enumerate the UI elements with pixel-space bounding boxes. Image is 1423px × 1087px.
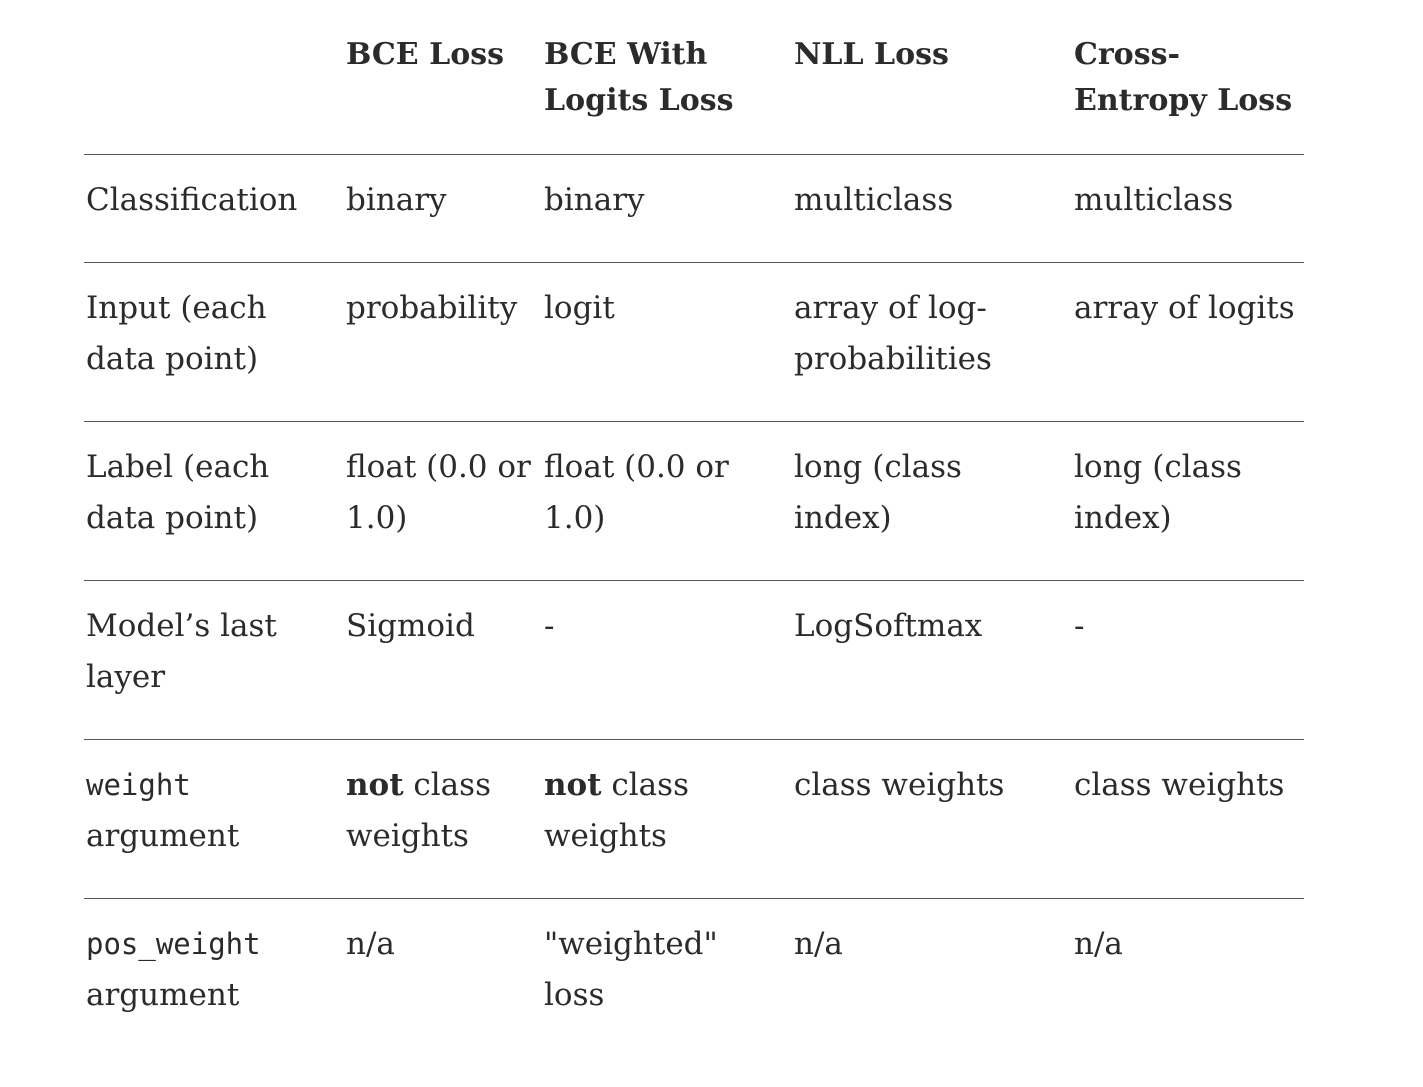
- table-row-weight: weight argument not class weights not cl…: [84, 739, 1304, 899]
- row-label-classification: Classification: [84, 154, 344, 263]
- row-label-input: Input (each data point): [84, 262, 344, 422]
- table-cell: float (0.0 or 1.0): [344, 421, 542, 581]
- table-cell: binary: [344, 154, 542, 263]
- cell-text: class weights: [544, 767, 689, 854]
- table-cell: "weighted" loss: [544, 926, 718, 1013]
- table-cell: n/a: [346, 926, 395, 962]
- row-label-last-layer: Model’s last layer: [84, 580, 344, 740]
- loss-functions-table: BCE Loss BCE With Logits Loss NLL Loss C…: [84, 32, 1304, 1057]
- table-cell: logit: [542, 262, 792, 422]
- row-label-weight: weight argument: [84, 739, 344, 899]
- emphasis-text: not: [544, 767, 602, 803]
- table-cell: Sigmoid: [344, 580, 542, 740]
- table-row-last-layer: Model’s last layer Sigmoid - LogSoftmax …: [84, 580, 1304, 740]
- table-cell: multiclass: [1072, 154, 1304, 263]
- table-cell: class weights: [1072, 739, 1304, 899]
- table-cell: -: [542, 580, 792, 740]
- table-cell: class weights: [792, 739, 1072, 899]
- header-nll-loss: NLL Loss: [792, 32, 1072, 155]
- table-header-row: BCE Loss BCE With Logits Loss NLL Loss C…: [84, 32, 1304, 155]
- table-cell: LogSoftmax: [792, 580, 1072, 740]
- pos-weight-argument-label: argument: [86, 977, 240, 1013]
- table-cell: long (class index): [1072, 421, 1304, 581]
- table-cell: float (0.0 or 1.0): [542, 421, 792, 581]
- emphasis-text: not: [346, 767, 404, 803]
- table-cell: multiclass: [792, 154, 1072, 263]
- table-cell: -: [1072, 580, 1304, 740]
- weight-code-label: weight: [86, 768, 191, 802]
- table-cell: n/a: [794, 926, 843, 962]
- header-bce-loss: BCE Loss: [344, 32, 542, 155]
- table-cell: array of log-probabilities: [792, 262, 1072, 422]
- table-cell: probability: [344, 262, 542, 422]
- row-label-pos-weight: pos_weight argument: [84, 899, 344, 1058]
- pos-weight-code-label: pos_weight: [86, 927, 261, 961]
- table-cell: binary: [542, 154, 792, 263]
- table-row-classification: Classification binary binary multiclass …: [84, 154, 1304, 263]
- table-row-label: Label (each data point) float (0.0 or 1.…: [84, 421, 1304, 581]
- table-cell: n/a: [1074, 926, 1123, 962]
- table-row-input: Input (each data point) probability logi…: [84, 262, 1304, 422]
- cell-text: class weights: [346, 767, 491, 854]
- header-empty-cell: [84, 32, 344, 155]
- table-cell: array of logits: [1072, 262, 1304, 422]
- table-cell: not class weights: [542, 739, 792, 899]
- table-row-pos-weight: pos_weight argument n/a "weighted" loss …: [84, 899, 1304, 1058]
- row-label-label: Label (each data point): [84, 421, 344, 581]
- header-cross-entropy-loss: Cross-Entropy Loss: [1072, 32, 1304, 155]
- weight-argument-label: argument: [86, 818, 240, 854]
- header-bce-with-logits-loss: BCE With Logits Loss: [542, 32, 792, 155]
- table-cell: not class weights: [344, 739, 542, 899]
- table-cell: long (class index): [792, 421, 1072, 581]
